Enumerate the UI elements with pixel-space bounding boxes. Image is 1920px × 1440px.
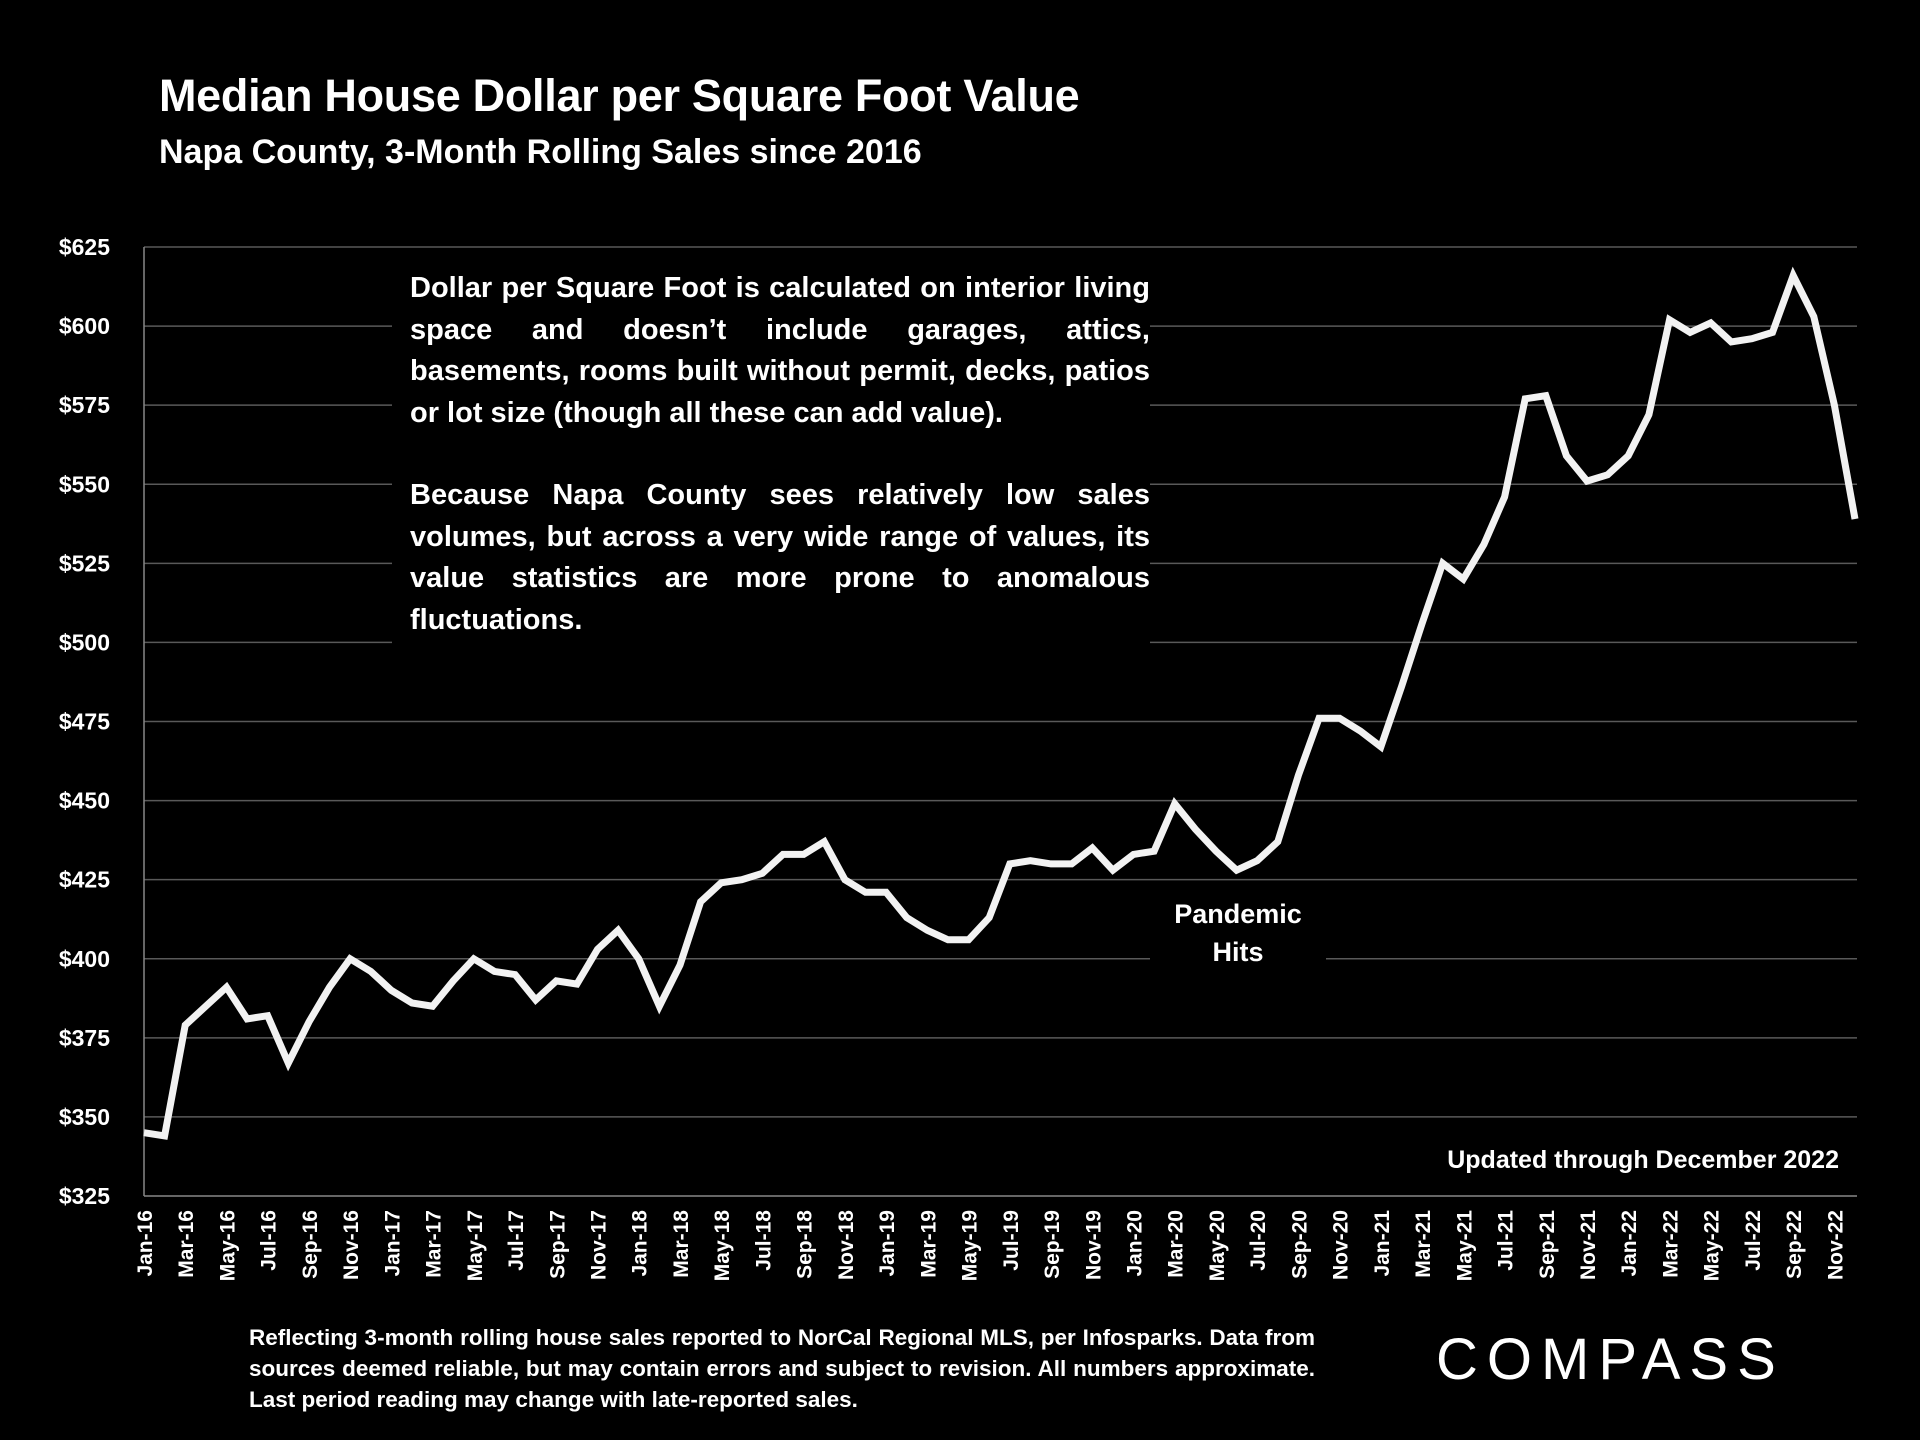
- x-tick-label: May-20: [1206, 1210, 1229, 1281]
- y-tick-label: $375: [59, 1025, 110, 1051]
- x-tick-label: Mar-16: [175, 1210, 198, 1278]
- y-tick-label: $575: [59, 392, 110, 418]
- chart-subtitle: Napa County, 3-Month Rolling Sales since…: [159, 133, 922, 171]
- x-tick-label: Jul-19: [1000, 1210, 1023, 1271]
- x-tick-label: Jan-16: [134, 1210, 157, 1277]
- x-tick-label: Jan-20: [1123, 1210, 1146, 1277]
- x-tick-label: Nov-21: [1577, 1210, 1600, 1280]
- x-tick-label: Jul-18: [752, 1210, 775, 1271]
- y-tick-label: $475: [59, 709, 110, 735]
- x-tick-label: Mar-17: [423, 1210, 446, 1278]
- y-tick-label: $625: [59, 234, 110, 260]
- x-tick-label: May-18: [711, 1210, 734, 1282]
- x-tick-label: Jan-18: [629, 1210, 652, 1277]
- x-tick-label: May-19: [959, 1210, 982, 1281]
- x-tick-label: Jul-21: [1495, 1210, 1518, 1271]
- y-tick-label: $500: [59, 629, 110, 655]
- source-footnote: Reflecting 3-month rolling house sales r…: [249, 1325, 1315, 1412]
- x-tick-label: May-16: [216, 1210, 239, 1281]
- x-tick-label: May-21: [1453, 1210, 1476, 1282]
- methodology-note: Dollar per Square Foot is calculated on …: [392, 268, 1150, 682]
- x-tick-label: Sep-21: [1536, 1210, 1559, 1279]
- y-tick-label: $525: [59, 550, 110, 576]
- x-tick-label: Sep-20: [1288, 1210, 1311, 1279]
- x-tick-label: Jan-22: [1618, 1210, 1641, 1277]
- y-tick-label: $550: [59, 471, 110, 497]
- x-tick-label: Jan-17: [381, 1210, 404, 1277]
- x-tick-label: Jul-20: [1247, 1210, 1270, 1271]
- y-tick-label: $350: [59, 1104, 110, 1130]
- note-paragraph-1: Dollar per Square Foot is calculated on …: [410, 272, 1150, 429]
- note-paragraph-2: Because Napa County sees relatively low …: [410, 479, 1150, 636]
- compass-logo: COMPASS: [1436, 1327, 1785, 1392]
- x-tick-label: Mar-20: [1165, 1210, 1188, 1278]
- x-tick-label: Jul-16: [258, 1210, 281, 1271]
- x-tick-label: Mar-19: [917, 1210, 940, 1278]
- x-tick-label: Mar-21: [1412, 1210, 1435, 1278]
- x-tick-label: Jan-19: [876, 1210, 899, 1277]
- x-tick-label: Sep-22: [1783, 1210, 1806, 1279]
- x-tick-label: May-17: [464, 1210, 487, 1281]
- x-tick-label: Sep-16: [299, 1210, 322, 1279]
- x-tick-label: Mar-22: [1659, 1210, 1682, 1278]
- x-tick-label: Sep-18: [794, 1210, 817, 1279]
- updated-note: Updated through December 2022: [1439, 1146, 1839, 1175]
- x-axis-tick-labels: Jan-16 Mar-16 May-16 Jul-16 Sep-16 Nov-16 Jan-…: [134, 1210, 1847, 1282]
- x-tick-label: Nov-22: [1824, 1210, 1847, 1280]
- x-tick-label: Nov-20: [1330, 1210, 1353, 1280]
- x-tick-label: May-22: [1701, 1210, 1724, 1281]
- x-tick-label: Nov-19: [1082, 1210, 1105, 1280]
- x-tick-label: Sep-19: [1041, 1210, 1064, 1279]
- pandemic-annotation: Pandemic Hits: [1150, 895, 1326, 971]
- x-tick-label: Mar-18: [670, 1210, 693, 1278]
- series-line: [143, 266, 1859, 1140]
- x-tick-label: Nov-18: [835, 1210, 858, 1280]
- y-tick-label: $450: [59, 788, 110, 814]
- y-tick-label: $600: [59, 313, 110, 339]
- y-axis-tick-labels: $325 $350 $375 $400 $425 $450 $475 $500 $525 $550…: [59, 234, 110, 1209]
- y-tick-label: $400: [59, 946, 110, 972]
- pandemic-line-1: Pandemic: [1174, 899, 1302, 929]
- x-tick-label: Sep-17: [546, 1210, 569, 1279]
- x-tick-label: Jan-21: [1371, 1210, 1394, 1277]
- y-tick-label: $325: [59, 1183, 110, 1209]
- x-tick-label: Jul-22: [1742, 1210, 1765, 1271]
- x-tick-label: Nov-16: [340, 1210, 363, 1280]
- series-group: [143, 266, 1859, 1140]
- chart-title: Median House Dollar per Square Foot Valu…: [159, 70, 1080, 121]
- x-tick-label: Jul-17: [505, 1210, 528, 1271]
- y-tick-label: $425: [59, 867, 110, 893]
- pandemic-line-2: Hits: [1212, 937, 1264, 967]
- x-tick-label: Nov-17: [588, 1210, 611, 1280]
